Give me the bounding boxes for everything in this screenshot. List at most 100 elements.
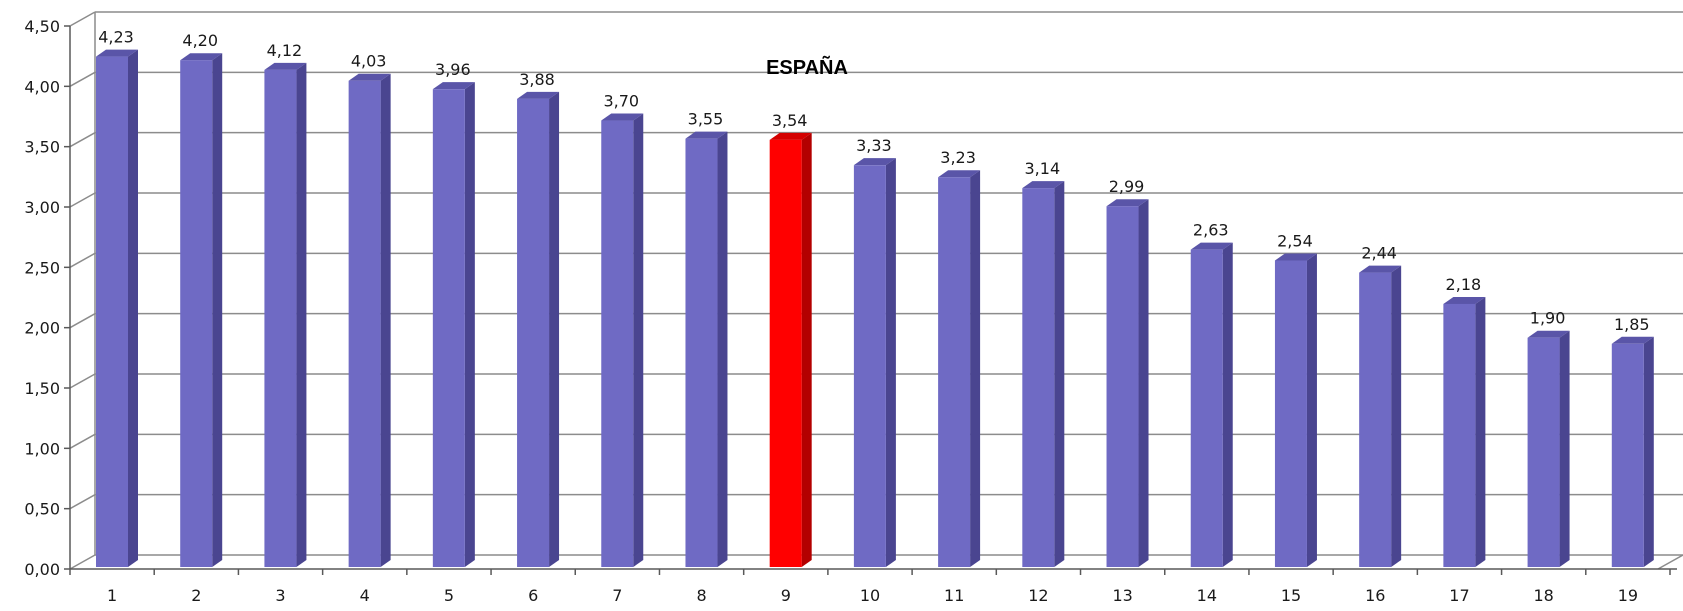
bar-side	[1306, 253, 1317, 568]
x-tick-label: 7	[612, 586, 622, 605]
x-tick-label: 17	[1449, 586, 1469, 605]
y-tick-label: 2,00	[24, 319, 60, 338]
data-labels: 4,23 4,20 4,12 4,03 3,96 3,88 3,70 3,55 3,54 3,33…	[98, 28, 1649, 334]
bar-top	[180, 53, 223, 61]
x-tick-label: 14	[1197, 586, 1217, 605]
x-tick-label: 16	[1365, 586, 1385, 605]
floor-edge	[1657, 554, 1683, 570]
x-tick-label: 19	[1618, 586, 1638, 605]
bar-front	[348, 80, 381, 568]
bar-front	[1611, 343, 1644, 567]
bar-front	[685, 138, 718, 567]
data-label: 3,55	[688, 110, 724, 129]
data-label: 3,54	[772, 111, 808, 130]
bar-side	[1138, 199, 1149, 567]
x-tick-label: 10	[860, 586, 880, 605]
data-label: 2,99	[1109, 177, 1145, 196]
bar-front	[1022, 188, 1055, 567]
bar-side	[1559, 330, 1570, 567]
bar-front	[1359, 272, 1392, 567]
bar-front	[1106, 206, 1139, 567]
bar-top	[1106, 199, 1149, 207]
bar-side	[717, 131, 728, 567]
data-label: 3,14	[1025, 159, 1061, 178]
bar-front	[1443, 303, 1476, 567]
bar-side	[633, 113, 644, 568]
data-label: 2,63	[1193, 221, 1229, 240]
data-label: 1,90	[1530, 309, 1566, 328]
data-label: 3,33	[856, 136, 892, 155]
x-tick-label: 11	[944, 586, 964, 605]
bar-top	[769, 132, 812, 140]
bar	[432, 82, 475, 567]
x-tick-label: 5	[444, 586, 454, 605]
bar	[348, 73, 391, 568]
x-tick-label: 2	[191, 586, 201, 605]
bar-top	[348, 73, 391, 81]
x-tick-label: 9	[781, 586, 791, 605]
y-tick-label: 2,50	[24, 258, 60, 277]
bar	[96, 49, 138, 568]
bar-front	[432, 89, 465, 567]
bar-front	[517, 98, 550, 568]
bar-front	[1190, 249, 1223, 567]
y-tick-label: 4,00	[24, 77, 60, 96]
data-label: 4,12	[267, 41, 303, 60]
bar-top	[264, 62, 307, 70]
x-tick-label: 15	[1281, 586, 1301, 605]
gridline-side	[69, 192, 96, 208]
bar-top	[601, 113, 644, 121]
bar-side	[380, 73, 391, 568]
bar	[1443, 296, 1486, 567]
bar-top	[1359, 265, 1402, 273]
bar	[264, 62, 307, 567]
bar	[853, 158, 896, 567]
gridline-side	[69, 11, 96, 27]
bar-top	[938, 170, 981, 178]
bar	[1106, 199, 1149, 567]
axes: 0,00 0,50 1,00 1,50 2,00 2,50 3,00 3,50 4,00 4,50…	[24, 17, 1677, 605]
y-tick-label: 0,50	[24, 500, 60, 519]
y-tick-label: 1,50	[24, 379, 60, 398]
data-label: 3,70	[603, 92, 639, 111]
bar	[1611, 336, 1654, 567]
bar-side	[885, 158, 896, 567]
data-label: 2,18	[1446, 275, 1482, 294]
bar	[1190, 242, 1233, 567]
bar	[517, 91, 560, 568]
data-label: 4,03	[351, 52, 387, 71]
bar-top	[96, 49, 138, 57]
bar-top	[517, 91, 560, 99]
x-tick-label: 12	[1028, 586, 1048, 605]
data-label: 2,54	[1277, 232, 1313, 251]
bar-top	[1443, 296, 1486, 304]
bar-front	[180, 60, 213, 567]
y-tick-label: 4,50	[24, 17, 60, 36]
x-tick-label: 3	[275, 586, 285, 605]
bar	[1022, 181, 1065, 567]
gridline-side	[69, 71, 96, 87]
x-tick-label: 1	[107, 586, 117, 605]
bar-front	[769, 139, 802, 567]
y-tick-label: 0,00	[24, 560, 60, 579]
gridline-side	[69, 252, 96, 268]
bar	[1359, 265, 1402, 567]
bar-front	[938, 177, 971, 567]
data-label: 3,96	[435, 60, 471, 79]
espana-annotation: ESPAÑA	[766, 56, 848, 79]
bar	[1274, 253, 1317, 568]
bar-front	[264, 69, 297, 567]
bar-top	[1190, 242, 1233, 250]
bar-side	[801, 132, 812, 567]
data-label: 4,20	[182, 31, 218, 50]
gridline-side	[69, 494, 96, 510]
bar	[1527, 330, 1570, 567]
gridline-side	[69, 132, 96, 148]
gridline-side	[69, 433, 96, 449]
bar-side	[1475, 296, 1486, 567]
bar-top	[1611, 336, 1654, 344]
gridline-side	[69, 373, 96, 389]
x-tick-label: 18	[1534, 586, 1554, 605]
